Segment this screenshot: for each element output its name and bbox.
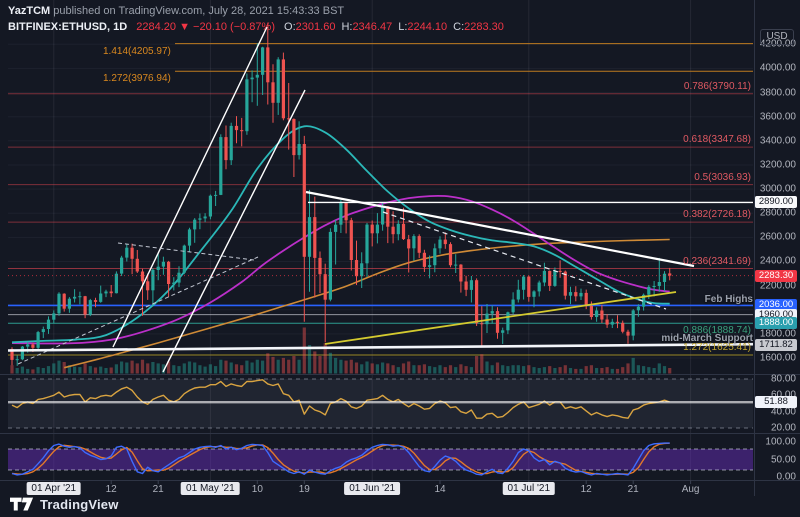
price-axis-box: 2890.00 <box>755 196 797 209</box>
price-axis-tick: 2200.00 <box>759 280 796 292</box>
fib-level-label: 0.618(3347.68) <box>683 134 751 146</box>
ohlc-item: C:2283.30 <box>453 21 504 33</box>
ma-teal-line <box>11 125 670 344</box>
symbol-info-bar: BITFINEX:ETHUSD, 1D 2284.20 ▼ −20.10 (−0… <box>8 21 504 33</box>
currency-toggle-button[interactable]: USD <box>760 29 794 45</box>
stoch-axis-tick: 100.00 <box>765 436 796 448</box>
stoch-k-line <box>11 442 670 476</box>
direction-down-icon: ▼ <box>179 21 190 33</box>
tradingview-wordmark: TradingView <box>40 497 119 512</box>
tradingview-logo[interactable]: TradingView <box>10 497 119 512</box>
price-axis-tick: 1800.00 <box>759 328 796 340</box>
rsi-axis-tick: 60.00 <box>771 390 796 401</box>
fib-level-label: 0.236(2341.69) <box>683 255 751 267</box>
price-change: −20.10 (−0.87%) <box>193 21 275 33</box>
rsi-band <box>8 379 753 428</box>
price-axis-tick: 3000.00 <box>759 183 796 195</box>
price-axis-tick: 1600.00 <box>759 352 796 364</box>
stoch-axis-tick: 50.00 <box>770 454 796 465</box>
symbol-label: BITFINEX:ETHUSD, 1D <box>8 21 128 33</box>
price-axis-box: 1888.00 <box>755 317 797 330</box>
chart-annotation: Feb Highs <box>704 294 753 306</box>
time-axis-tick: 10 <box>251 484 263 495</box>
stoch-axis-tick: 0.00 <box>776 471 796 483</box>
price-axis-tick: 3600.00 <box>759 111 796 123</box>
price-axis-tick: 2600.00 <box>759 231 796 243</box>
ohlc-item: H:2346.47 <box>341 21 393 33</box>
ohlc-item: L:2244.10 <box>398 21 448 33</box>
price-axis-tick: 3800.00 <box>759 87 796 99</box>
price-axis-tick: 4000.00 <box>759 62 796 74</box>
fib-level-lines <box>8 43 753 356</box>
time-axis-tick: Aug <box>681 484 700 495</box>
price-axis-tick: 2800.00 <box>759 207 796 219</box>
volume-series <box>10 327 672 374</box>
price-axis-tick: 3200.00 <box>759 159 796 171</box>
price-axis-box: 2036.00 <box>755 299 797 312</box>
ohlc-readout: O:2301.60 H:2346.47 L:2244.10 C:2283.30 <box>278 21 504 33</box>
fib-level-label: 1.272(3976.94) <box>103 73 171 85</box>
time-axis-tick: 19 <box>298 484 310 495</box>
ohlc-item: O:2301.60 <box>284 21 336 33</box>
time-axis-tick: 01 Apr '21 <box>26 482 82 495</box>
time-axis-tick: 01 Jun '21 <box>344 482 401 495</box>
rsi-axis-tick: 80.00 <box>770 373 796 385</box>
fib-level-label: 0.382(2726.18) <box>683 209 751 221</box>
publish-info: published on TradingView.com, July 28, 2… <box>53 5 345 17</box>
time-axis-tick: 21 <box>627 484 639 495</box>
rsi-axis-tick: 40.00 <box>770 406 796 418</box>
time-axis-tick: 12 <box>105 484 117 495</box>
price-axis-box: 1711.82 <box>755 338 797 351</box>
trendline-drawings[interactable] <box>7 26 754 373</box>
rsi-value-box: 51.88 <box>755 395 797 408</box>
fib-level-label: 1.414(4205.97) <box>103 45 171 57</box>
price-axis-tick: 2400.00 <box>759 255 796 267</box>
fib-level-label: 1.272(1625.41) <box>683 341 751 353</box>
last-price-value: 2284.20 <box>136 21 177 33</box>
author-name: YazTCM <box>8 5 51 17</box>
time-axis-tick: 12 <box>580 484 592 495</box>
tradingview-logo-icon <box>10 497 34 511</box>
fib-level-label: 0.886(1888.74) <box>683 325 751 337</box>
price-axis-tick: 3400.00 <box>759 135 796 147</box>
time-axis-tick: 21 <box>152 484 164 495</box>
publish-attribution: YazTCM published on TradingView.com, Jul… <box>8 5 344 17</box>
fib-level-label: 0.5(3036.93) <box>694 171 751 183</box>
fib-level-label: 0.786(3790.11) <box>683 80 751 92</box>
price-axis-box: 2283.30 <box>755 269 797 282</box>
rsi-axis-tick: 20.00 <box>770 422 796 434</box>
chart-annotation: mid-March Support <box>661 332 753 344</box>
time-axis-tick: 01 May '21 <box>181 482 240 495</box>
time-axis-tick: 14 <box>434 484 446 495</box>
time-axis-tick: 01 Jul '21 <box>502 482 556 495</box>
candlestick-series <box>10 22 672 366</box>
